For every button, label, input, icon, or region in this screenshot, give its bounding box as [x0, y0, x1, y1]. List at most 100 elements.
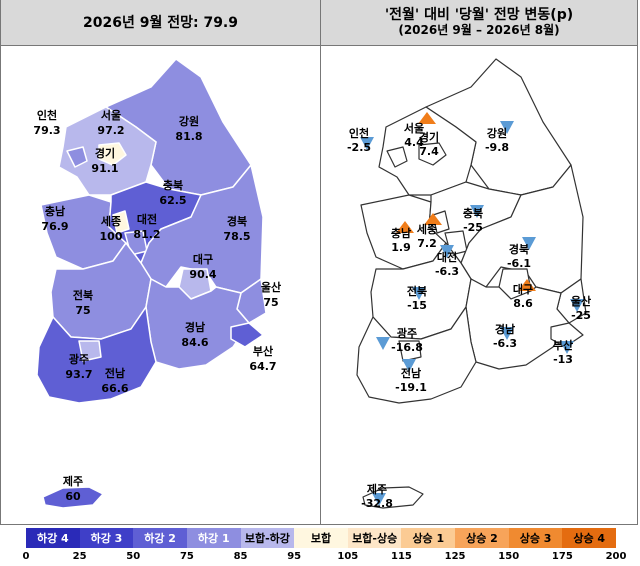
forecast-value-jeonnam: 66.6 — [101, 382, 128, 395]
change-up-arrow-sejong — [424, 213, 442, 225]
legend-tick: 125 — [444, 551, 466, 562]
change-name-ulsan: 울산 — [571, 294, 591, 308]
change-value-gangwon: -9.8 — [485, 141, 509, 154]
forecast-value-busan: 64.7 — [249, 360, 276, 373]
change-map: 서울4.4인천-2.5경기7.4강원-9.8충북-25충남1.9세종7.2대전-… — [347, 58, 591, 510]
forecast-name-daegu: 대구 — [193, 252, 213, 266]
change-name-sejong: 세종 — [417, 222, 437, 236]
change-value-gyeonggi: 7.4 — [419, 145, 439, 158]
forecast-value-ulsan: 75 — [263, 296, 278, 309]
region-busan — [230, 322, 264, 348]
change-name-gyeongnam: 경남 — [495, 322, 515, 336]
change-value-daejeon: -6.3 — [435, 265, 459, 278]
forecast-value-jeju: 60 — [65, 490, 81, 503]
forecast-value-sejong: 100 — [100, 230, 123, 243]
legend-tick: 0 — [22, 551, 30, 562]
change-down-arrow-gwangju — [376, 337, 390, 350]
right-panel-header: '전월' 대비 '당월' 전망 변동(p) (2026년 9월 – 2026년 … — [321, 0, 637, 46]
legend: 하강 4 하강 3 하강 2 하강 1 보합-하강 보합 보합-상승 상승 1 상승 2 상승 3… — [26, 528, 617, 548]
region-seoul — [418, 142, 447, 166]
region-incheon — [386, 146, 408, 168]
legend-item: 하강 1 — [186, 528, 241, 548]
change-value-chungbuk: -25 — [463, 221, 483, 234]
forecast-name-incheon: 인천 — [37, 108, 57, 122]
change-name-daejeon: 대전 — [437, 250, 457, 264]
forecast-name-daejeon: 대전 — [137, 212, 157, 226]
change-value-seoul: 4.4 — [404, 136, 424, 149]
change-down-arrow-jeonnam — [402, 359, 416, 372]
change-down-arrow-gyeongbuk — [522, 237, 536, 250]
change-value-jeju: -32.8 — [361, 497, 393, 510]
left-panel-header: 2026년 9월 전망: 79.9 — [1, 0, 320, 46]
change-name-jeju: 제주 — [367, 482, 387, 496]
change-value-incheon: -2.5 — [347, 141, 371, 154]
region-gwangju — [78, 340, 102, 362]
change-down-arrow-gyeongnam — [500, 327, 514, 340]
forecast-value-gyeongnam: 84.6 — [181, 336, 208, 349]
legend-tick: 50 — [126, 551, 141, 562]
forecast-name-chungbuk: 충북 — [163, 178, 183, 192]
change-name-seoul: 서울 — [404, 121, 424, 135]
forecast-name-seoul: 서울 — [101, 108, 121, 122]
change-down-arrow-chungbuk — [470, 205, 484, 218]
legend-tick: 115 — [391, 551, 412, 562]
region-jeju — [42, 486, 104, 509]
change-name-busan: 부산 — [553, 338, 573, 352]
forecast-name-gwangju: 광주 — [69, 353, 89, 366]
legend-tick: 150 — [498, 551, 520, 562]
panel-divider — [320, 0, 321, 525]
change-down-arrow-incheon — [360, 137, 374, 150]
legend-item: 상승 4 — [562, 528, 617, 548]
change-value-gyeongnam: -6.3 — [493, 337, 517, 350]
legend-item: 보합-하강 — [240, 528, 295, 548]
legend-ticks: 0 25 50 75 85 95 105 115 125 150 175 200 — [0, 551, 640, 565]
forecast-name-ulsan: 울산 — [261, 280, 281, 294]
change-value-gyeongbuk: -6.1 — [507, 257, 531, 270]
forecast-value-daegu: 90.4 — [189, 268, 216, 281]
change-value-jeonbuk: -15 — [407, 299, 427, 312]
region-gwangju — [398, 340, 422, 362]
change-value-daegu: 8.6 — [513, 297, 533, 310]
legend-tick: 25 — [72, 551, 87, 562]
legend-item: 보합 — [294, 528, 348, 548]
right-panel-subtitle: (2026년 9월 – 2026년 8월) — [398, 23, 560, 37]
forecast-map: 서울 97.2 인천 79.3 경기 91.1 강원 81.8 충북 62.5 충남 76.9 세종 10… — [33, 58, 281, 509]
legend-item: 하강 4 — [26, 528, 80, 548]
right-panel-title: '전월' 대비 '당월' 전망 변동(p) — [384, 7, 574, 23]
change-value-jeonnam: -19.1 — [395, 381, 427, 394]
forecast-name-gyeongnam: 경남 — [185, 320, 205, 334]
forecast-name-chungnam: 충남 — [45, 204, 65, 218]
legend-tick: 175 — [551, 551, 573, 562]
region-incheon — [66, 146, 88, 168]
change-up-arrow-daegu — [518, 279, 536, 291]
forecast-name-jeonnam: 전남 — [105, 366, 125, 380]
change-down-arrow-jeonbuk — [412, 287, 426, 300]
change-down-arrow-busan — [560, 341, 574, 354]
change-name-chungnam: 충남 — [391, 226, 411, 240]
forecast-value-daejeon: 81.2 — [133, 228, 160, 241]
change-down-arrow-gangwon — [500, 121, 514, 134]
legend-item: 하강 2 — [133, 528, 187, 548]
change-name-gyeonggi: 경기 — [419, 130, 439, 144]
change-value-chungnam: 1.9 — [391, 241, 411, 254]
left-panel-title: 2026년 9월 전망: 79.9 — [83, 14, 238, 31]
region-sejong — [432, 210, 450, 234]
forecast-name-sejong: 세종 — [101, 214, 121, 228]
change-name-gangwon: 강원 — [487, 126, 507, 140]
change-value-busan: -13 — [553, 353, 573, 366]
legend-tick: 75 — [179, 551, 194, 562]
forecast-value-seoul: 97.2 — [97, 124, 124, 137]
change-name-incheon: 인천 — [349, 126, 369, 140]
legend-item: 상승 3 — [508, 528, 563, 548]
change-value-ulsan: -25 — [571, 309, 591, 322]
legend-item: 보합-상승 — [347, 528, 402, 548]
change-down-arrow-daejeon — [440, 245, 454, 258]
forecast-value-gyeonggi: 91.1 — [91, 162, 118, 175]
change-up-arrow-seoul — [418, 112, 436, 124]
change-value-gwangju: -16.8 — [391, 341, 423, 354]
forecast-name-jeju: 제주 — [63, 474, 83, 488]
forecast-value-chungbuk: 62.5 — [159, 194, 186, 207]
change-value-sejong: 7.2 — [417, 237, 437, 250]
change-down-arrow-jeju — [372, 493, 386, 506]
forecast-value-jeonbuk: 75 — [75, 304, 90, 317]
